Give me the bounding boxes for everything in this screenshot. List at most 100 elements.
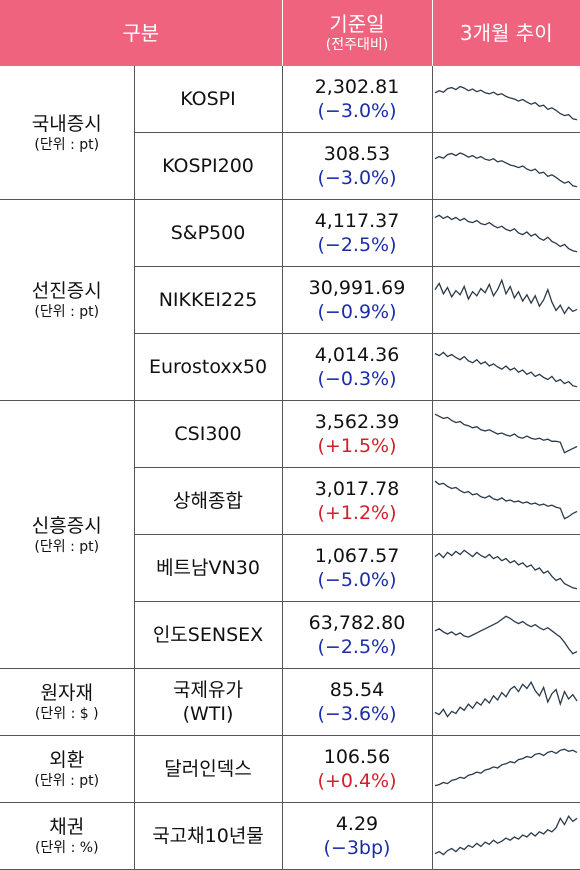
table-row: 국내증시 (단위 : pt) KOSPI 2,302.81 (−3.0%)	[0, 66, 580, 200]
trend-cell	[432, 266, 580, 334]
index-name: 베트남VN30	[134, 534, 283, 602]
index-value: 4,014.36	[314, 344, 400, 366]
index-value: 30,991.69	[308, 277, 406, 299]
table-row: 선진증시 (단위 : pt) S&P500 4,117.37 (−2.5%)	[0, 199, 580, 401]
table-row: 베트남VN30 1,067.57 (−5.0%)	[0, 534, 580, 602]
sparkline-chart	[434, 549, 578, 590]
index-value: 4,117.37	[314, 210, 400, 232]
group-name: 국내증시	[31, 112, 102, 135]
index-value: 3,562.39	[314, 411, 400, 433]
group-unit: (단위 : $ )	[34, 706, 99, 722]
value-cell: 63,782.80 (−2.5%)	[282, 601, 433, 669]
trend-cell	[432, 400, 580, 468]
weekly-change: (−3.6%)	[317, 703, 397, 725]
index-value: 106.56	[323, 746, 391, 768]
table-row: 상해종합 3,017.78 (+1.2%)	[0, 467, 580, 535]
value-cell: 106.56 (+0.4%)	[282, 735, 433, 803]
weekly-change: (−3.0%)	[317, 100, 397, 122]
group-unit: (단위 : pt)	[34, 538, 100, 555]
trend-cell	[432, 735, 580, 803]
value-cell: 2,302.81 (−3.0%)	[282, 66, 433, 133]
weekly-change: (+1.5%)	[317, 435, 397, 457]
sparkline-line	[435, 748, 578, 787]
trend-cell	[432, 199, 580, 267]
sparkline-line	[434, 351, 578, 388]
sparkline-line	[434, 680, 578, 718]
group-unit: (단위 : pt)	[34, 773, 100, 789]
trend-cell	[432, 333, 580, 401]
index-name: KOSPI	[134, 66, 283, 133]
index-value: 308.53	[323, 143, 391, 165]
group-label: 외환 (단위 : pt)	[0, 735, 135, 803]
sparkline-line	[434, 814, 578, 856]
group-name: 신흥증시	[31, 514, 102, 537]
trend-cell	[432, 668, 580, 736]
index-value: 4.29	[335, 813, 379, 835]
header-base-date: 기준일 (전주대비)	[282, 0, 433, 66]
value-cell: 3,017.78 (+1.2%)	[282, 467, 433, 535]
sparkline-line	[434, 278, 578, 315]
weekly-change: (−5.0%)	[317, 569, 397, 591]
sparkline-chart	[434, 85, 578, 121]
group-label: 채권 (단위 : %)	[0, 802, 135, 870]
sparkline-chart	[434, 351, 578, 388]
table-row: KOSPI200 308.53 (−3.0%)	[0, 132, 580, 200]
group-name: 채권	[49, 816, 85, 838]
group-name: 원자재	[40, 682, 93, 704]
index-name: S&P500	[134, 199, 283, 267]
sparkline-chart	[434, 615, 578, 655]
group-name: 선진증시	[31, 280, 102, 302]
group-unit: (단위 : pt)	[34, 304, 100, 320]
index-value: 1,067.57	[314, 545, 400, 567]
sparkline-line	[434, 152, 578, 188]
index-name: 달러인덱스	[134, 735, 283, 803]
sparkline-chart	[434, 680, 578, 718]
trend-cell	[432, 802, 580, 870]
value-cell: 1,067.57 (−5.0%)	[282, 534, 433, 602]
index-name: 국제유가 (WTI)	[134, 668, 283, 736]
trend-cell	[432, 467, 580, 535]
group-label: 원자재 (단위 : $ )	[0, 668, 135, 736]
sparkline-line	[434, 214, 578, 253]
value-cell: 3,562.39 (+1.5%)	[282, 400, 433, 468]
index-name: Eurostoxx50	[134, 333, 283, 401]
weekly-change: (−2.5%)	[317, 234, 397, 256]
table-row: 외환 (단위 : pt) 달러인덱스 106.56 (+0.4%)	[0, 735, 580, 803]
trend-cell	[432, 601, 580, 669]
header-row: 구분 기준일 (전주대비) 3개월 추이	[0, 0, 580, 66]
table-row: 원자재 (단위 : $ ) 국제유가 (WTI) 85.54 (−3.6%)	[0, 668, 580, 736]
value-cell: 4,117.37 (−2.5%)	[282, 199, 433, 267]
group-label: 신흥증시 (단위 : pt)	[0, 400, 135, 669]
weekly-change: (+0.4%)	[317, 770, 397, 792]
value-cell: 85.54 (−3.6%)	[282, 668, 433, 736]
sparkline-chart	[434, 413, 578, 454]
sparkline-chart	[434, 480, 578, 520]
weekly-change: (−3bp)	[323, 837, 391, 859]
index-value: 85.54	[329, 679, 385, 701]
weekly-change: (−0.3%)	[317, 368, 397, 390]
table-row: NIKKEI225 30,991.69 (−0.9%)	[0, 266, 580, 334]
index-name: CSI300	[134, 400, 283, 468]
group-label: 선진증시 (단위 : pt)	[0, 199, 135, 401]
weekly-change: (−0.9%)	[317, 301, 397, 323]
group-unit: (단위 : pt)	[34, 136, 100, 153]
index-name: 인도SENSEX	[134, 601, 283, 669]
index-value: 2,302.81	[314, 76, 400, 98]
value-cell: 4,014.36 (−0.3%)	[282, 333, 433, 401]
sparkline-line	[434, 480, 578, 520]
index-name: KOSPI200	[134, 132, 283, 200]
header-base-date-label: 기준일	[329, 12, 385, 36]
trend-cell	[432, 66, 580, 133]
sparkline-line	[434, 413, 578, 454]
table-row: 인도SENSEX 63,782.80 (−2.5%)	[0, 601, 580, 669]
table-row: 채권 (단위 : %) 국고채10년물 4.29 (−3bp)	[0, 802, 580, 870]
sparkline-chart	[434, 214, 578, 253]
sparkline-line	[434, 615, 578, 655]
header-base-date-sub: (전주대비)	[325, 37, 389, 53]
group-name: 외환	[49, 749, 85, 771]
table-row: Eurostoxx50 4,014.36 (−0.3%)	[0, 333, 580, 401]
index-name: NIKKEI225	[134, 266, 283, 334]
sparkline-chart	[434, 152, 578, 188]
sparkline-chart	[434, 278, 578, 315]
